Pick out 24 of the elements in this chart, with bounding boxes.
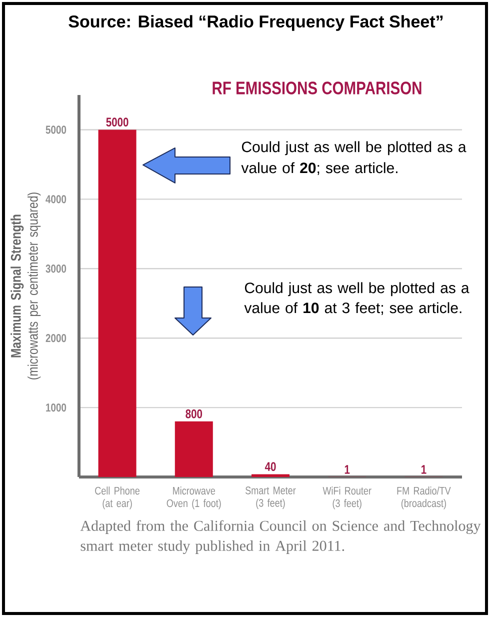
bar bbox=[252, 474, 290, 477]
data-label: 1 bbox=[344, 465, 350, 474]
x-tick-label: WiFi Router (3 feet) bbox=[322, 486, 372, 510]
data-label: 1 bbox=[421, 465, 426, 474]
data-label: 40 bbox=[264, 462, 276, 472]
y-tick-label: 1000 bbox=[46, 403, 66, 412]
chart-title: RF EMISSIONS COMPARISON bbox=[212, 82, 422, 94]
y-tick-label: 5000 bbox=[46, 126, 66, 134]
annotation: Could just as well be plotted as a value of 20; see article. bbox=[241, 141, 466, 175]
source-note: Source: Biased “Radio Frequency Fact Sheet” bbox=[68, 15, 443, 31]
y-tick-label: 3000 bbox=[46, 264, 66, 273]
bar bbox=[98, 130, 136, 477]
y-axis-title: Maximum Signal Strength (microwatts per centimeter squared) bbox=[10, 192, 41, 380]
y-tick-label: 4000 bbox=[46, 195, 66, 204]
x-tick-label: Microwave Oven (1 foot) bbox=[166, 486, 221, 510]
bar bbox=[174, 421, 213, 477]
data-label: 5000 bbox=[106, 118, 128, 127]
data-label: 800 bbox=[186, 409, 202, 418]
text: Adapted from the California Council on Science and Technology smart meter study published in April 2011. bbox=[80, 520, 481, 554]
x-tick-label: FM Radio/TV (broadcast) bbox=[397, 486, 451, 510]
x-tick-label: Cell Phone (at ear) bbox=[95, 486, 140, 510]
y-tick-label: 2000 bbox=[46, 334, 66, 342]
annotation: Could just as well be plotted as a value of 10 at 3 feet; see article. bbox=[244, 282, 470, 315]
x-tick-label: Smart Meter (3 feet) bbox=[246, 486, 296, 509]
